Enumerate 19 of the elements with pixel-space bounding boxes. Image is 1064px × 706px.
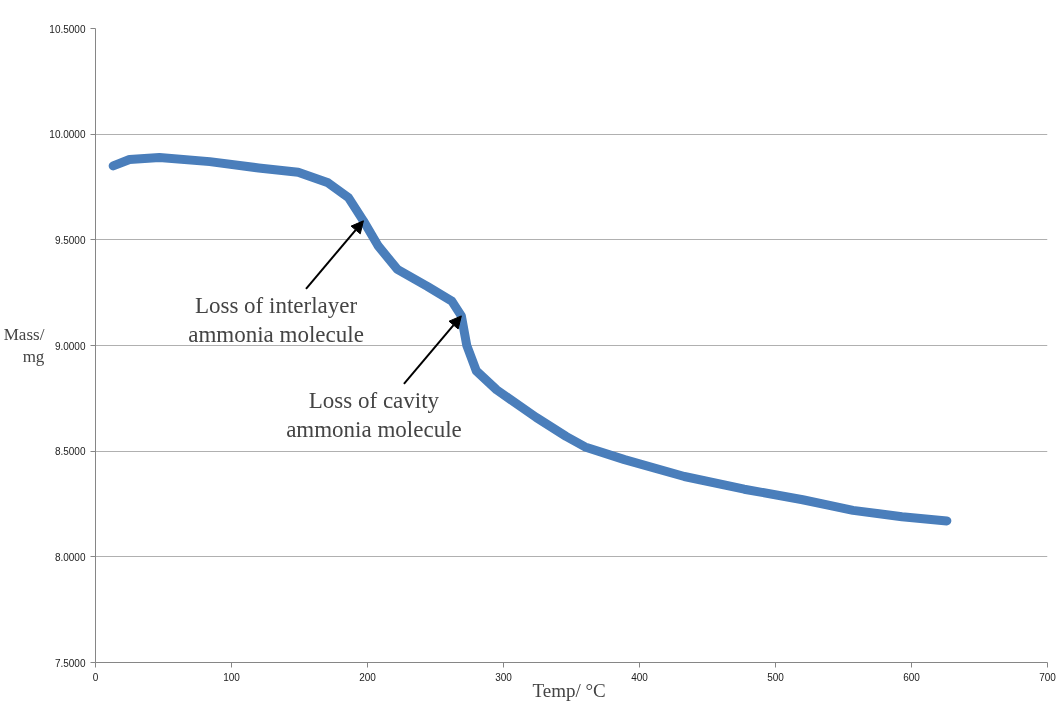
x-tick-label: 0 [92,671,99,683]
x-tick-label: 400 [631,671,649,683]
y-tick-label: 9.5000 [54,234,86,246]
y-tick-label: 10.5000 [49,23,86,35]
x-tick-label: 200 [359,671,377,683]
x-tick-label: 300 [495,671,513,683]
y-tick-label: 9.0000 [54,340,86,352]
x-tick-label: 500 [767,671,785,683]
y-tick-label: 7.5000 [54,657,86,669]
y-axis-title: Mass/ mg [3,324,45,367]
x-axis-title: Temp/ °C [532,679,606,701]
annotation: Loss of interlayer ammonia molecule [188,292,364,347]
y-tick-label: 8.0000 [54,551,86,563]
x-tick-label: 100 [223,671,241,683]
y-tick-label: 10.0000 [49,129,86,141]
x-tick-label: 600 [903,671,921,683]
x-tick-label: 700 [1039,671,1057,683]
annotation: Loss of cavity ammonia molecule [286,387,462,442]
y-tick-label: 8.5000 [54,446,86,458]
